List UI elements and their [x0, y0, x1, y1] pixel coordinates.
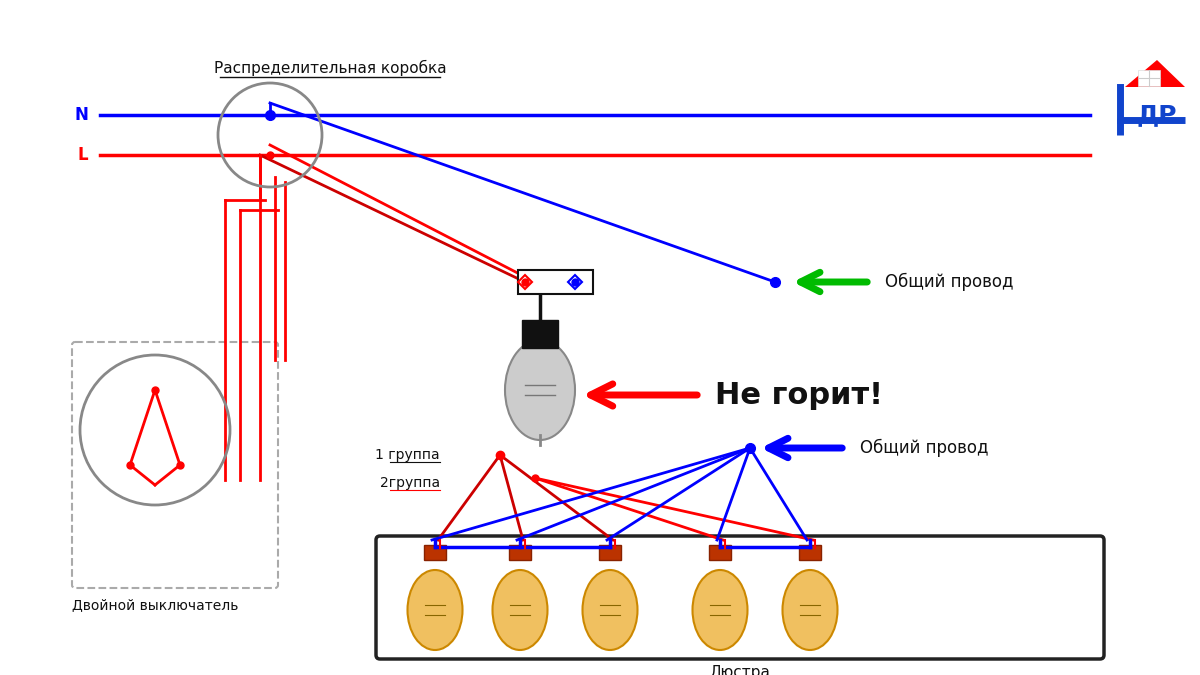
Ellipse shape	[582, 570, 637, 650]
Text: Общий провод: Общий провод	[860, 439, 989, 457]
Polygon shape	[568, 275, 582, 289]
FancyBboxPatch shape	[72, 342, 278, 588]
Text: N: N	[74, 106, 88, 124]
Ellipse shape	[505, 340, 575, 440]
Text: Люстра: Люстра	[709, 666, 770, 675]
Text: Двойной выключатель: Двойной выключатель	[72, 598, 238, 612]
Text: Общий провод: Общий провод	[886, 273, 1014, 291]
Polygon shape	[518, 275, 532, 289]
Bar	[799, 545, 821, 560]
Bar	[1138, 70, 1160, 86]
FancyBboxPatch shape	[376, 536, 1104, 659]
Bar	[518, 270, 593, 294]
Bar	[424, 545, 446, 560]
Ellipse shape	[492, 570, 547, 650]
Ellipse shape	[782, 570, 838, 650]
Ellipse shape	[408, 570, 462, 650]
Text: L: L	[77, 146, 88, 164]
Text: Распределительная коробка: Распределительная коробка	[214, 60, 446, 76]
Polygon shape	[1126, 60, 1186, 87]
Text: ДР: ДР	[1136, 103, 1177, 127]
Text: 1 группа: 1 группа	[376, 448, 440, 462]
Bar	[709, 545, 731, 560]
Text: 2группа: 2группа	[380, 476, 440, 490]
Bar	[522, 320, 558, 348]
Text: Не горит!: Не горит!	[715, 381, 883, 410]
Ellipse shape	[692, 570, 748, 650]
Bar	[509, 545, 530, 560]
Bar	[599, 545, 622, 560]
